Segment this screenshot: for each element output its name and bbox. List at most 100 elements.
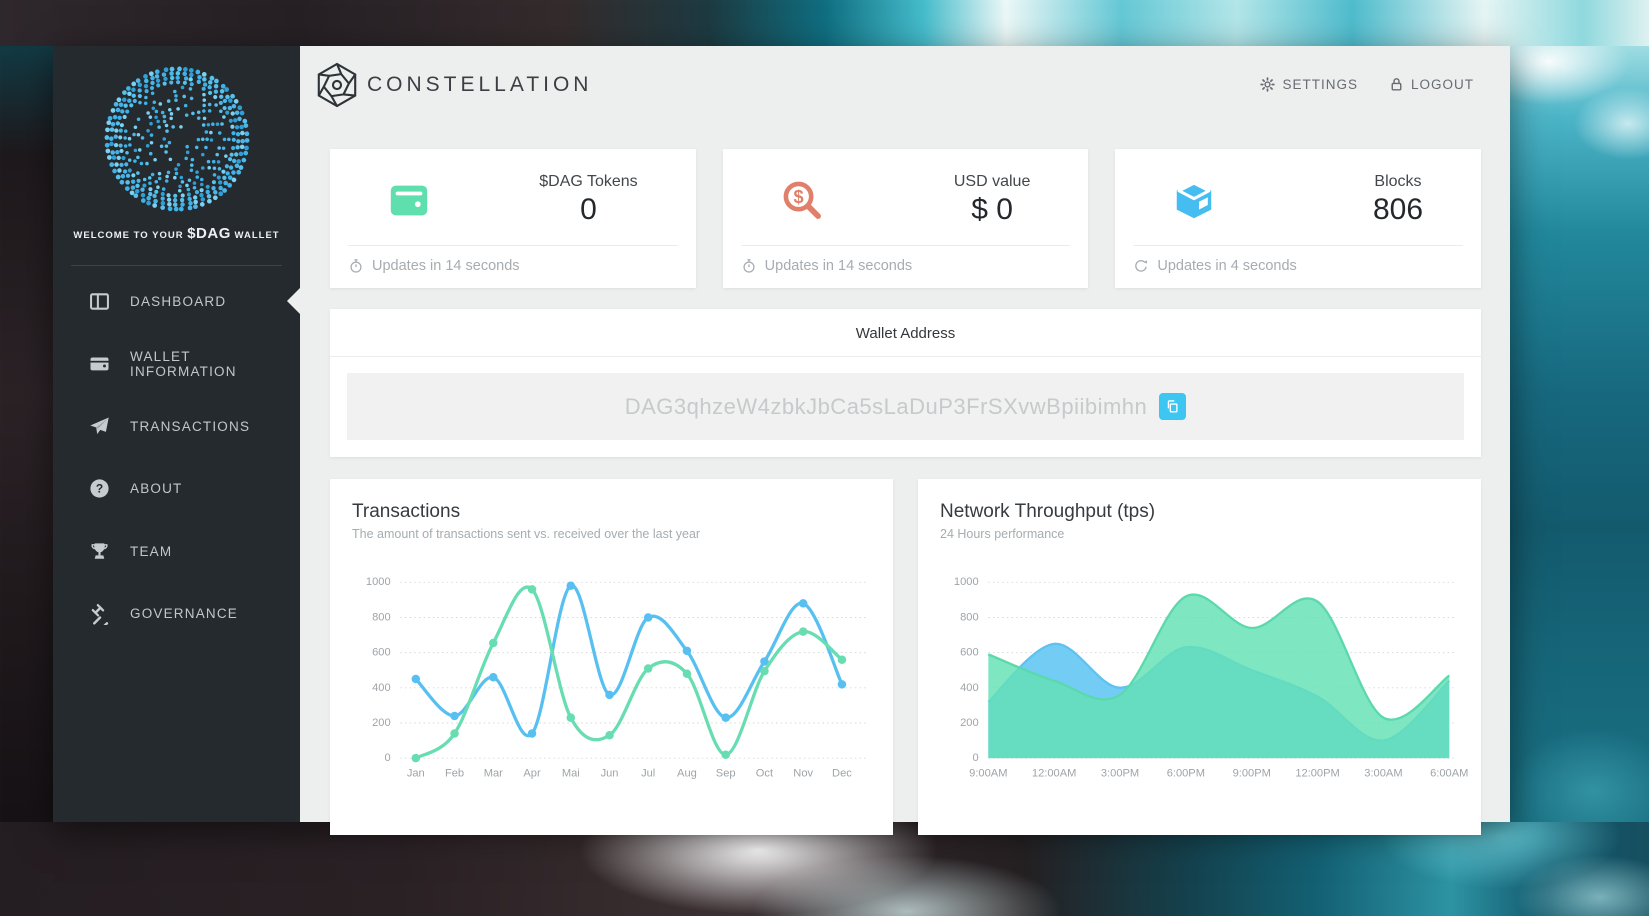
svg-text:3:00PM: 3:00PM (1101, 768, 1139, 780)
svg-text:200: 200 (960, 717, 979, 729)
copy-address-button[interactable] (1159, 393, 1187, 420)
stopwatch-icon (741, 258, 757, 274)
svg-text:9:00PM: 9:00PM (1233, 768, 1271, 780)
paper-plane-icon (88, 415, 111, 438)
sidebar: WELCOME TO YOUR $DAG WALLET DASHBOARD WA… (53, 46, 300, 822)
svg-text:Jan: Jan (407, 768, 425, 780)
sidebar-item-transactions[interactable]: TRANSACTIONS (53, 395, 300, 458)
photo-backdrop-top (0, 0, 1649, 46)
update-status: Updates in 4 seconds (1115, 246, 1481, 288)
svg-text:$: $ (793, 187, 803, 207)
svg-text:Jul: Jul (641, 768, 655, 780)
update-status-text: Updates in 14 seconds (764, 258, 913, 274)
wallet-icon (88, 352, 111, 375)
stat-value: 806 (1372, 193, 1424, 226)
chart-subtitle: The amount of transactions sent vs. rece… (352, 527, 701, 541)
settings-button[interactable]: SETTINGS (1259, 76, 1358, 93)
active-indicator (287, 288, 300, 315)
svg-text:800: 800 (372, 611, 391, 623)
sidebar-item-label: TRANSACTIONS (130, 418, 251, 434)
update-status: Updates in 14 seconds (723, 246, 1089, 288)
svg-text:400: 400 (960, 682, 979, 694)
sidebar-item-label: GOVERNANCE (130, 606, 239, 622)
card-divider (1133, 245, 1464, 246)
gavel-icon (88, 602, 111, 626)
chart-subtitle: 24 Hours performance (940, 527, 1065, 541)
update-status-text: Updates in 14 seconds (372, 258, 520, 274)
wallet-icon (386, 177, 432, 223)
constellation-logo-icon (314, 62, 360, 108)
sidebar-item-team[interactable]: TEAM (53, 520, 300, 583)
welcome-post: WALLET (234, 230, 280, 241)
svg-text:Jun: Jun (601, 768, 619, 780)
chart-title: Network Throughput (tps) (940, 501, 1156, 522)
stat-label: Blocks (1374, 173, 1422, 190)
wallet-address-box: DAG3qhzeW4zbkJbCa5sLaDuP3FrSXvwBpiibimhn (347, 373, 1464, 440)
dashboard-content: $DAG Tokens 0 Updates in 14 seconds $ (300, 123, 1510, 835)
svg-text:12:00AM: 12:00AM (1032, 768, 1076, 780)
sidebar-item-about[interactable]: ? ABOUT (53, 458, 300, 521)
svg-text:6:00PM: 6:00PM (1167, 768, 1205, 780)
sidebar-item-dashboard[interactable]: DASHBOARD (53, 270, 300, 333)
sidebar-item-label: ABOUT (130, 481, 183, 497)
sidebar-item-label: DASHBOARD (130, 293, 227, 309)
stat-card-usd-value: $ USD value $ 0 Updates in 14 seconds (722, 149, 1089, 288)
wallet-address-card: Wallet Address DAG3qhzeW4zbkJbCa5sLaDuP3… (330, 309, 1481, 457)
brand-title: CONSTELLATION (367, 72, 593, 96)
cube-icon (1171, 177, 1217, 223)
sidebar-menu: DASHBOARD WALLET INFORMATION TRANSACTION… (53, 270, 300, 645)
card-divider (348, 245, 678, 246)
sync-icon (1133, 258, 1149, 274)
settings-label: SETTINGS (1282, 77, 1358, 92)
dag-dot-sphere-logo (53, 46, 300, 218)
svg-text:9:00AM: 9:00AM (969, 768, 1007, 780)
question-circle-icon: ? (88, 477, 111, 500)
welcome-text: WELCOME TO YOUR $DAG WALLET (53, 225, 300, 242)
welcome-token: $DAG (187, 225, 231, 242)
card-divider (740, 245, 1071, 246)
app-window: WELCOME TO YOUR $DAG WALLET DASHBOARD WA… (53, 46, 1510, 835)
stat-value: 0 (580, 193, 597, 226)
chart-title: Transactions (352, 501, 461, 522)
wallet-address-title: Wallet Address (855, 325, 956, 342)
transactions-chart-card: Transactions The amount of transactions … (330, 479, 893, 835)
svg-text:3:00AM: 3:00AM (1364, 768, 1402, 780)
svg-text:Dec: Dec (832, 768, 852, 780)
throughput-chart-card: Network Throughput (tps) 24 Hours perfor… (918, 479, 1481, 835)
update-status: Updates in 14 seconds (330, 246, 696, 288)
dashboard-icon (88, 290, 111, 313)
sidebar-item-label: TEAM (130, 543, 173, 559)
svg-text:Oct: Oct (756, 768, 773, 780)
svg-text:?: ? (96, 482, 103, 496)
svg-text:200: 200 (372, 717, 391, 729)
sidebar-item-governance[interactable]: GOVERNANCE (53, 583, 300, 646)
throughput-chart: 0 200 400 600 800 1000 9:00AM 12:00AM 3:00PM 6:00… (940, 557, 1468, 797)
svg-text:0: 0 (384, 752, 390, 764)
search-dollar-icon: $ (779, 177, 825, 223)
svg-text:Nov: Nov (793, 768, 813, 780)
logout-button[interactable]: LOGOUT (1388, 76, 1474, 93)
sidebar-item-wallet-information[interactable]: WALLET INFORMATION (53, 333, 300, 396)
sidebar-divider (71, 265, 282, 266)
svg-text:Mar: Mar (484, 768, 503, 780)
stat-label: USD value (953, 173, 1031, 190)
stopwatch-icon (348, 258, 364, 274)
copy-icon (1165, 399, 1180, 414)
welcome-pre: WELCOME TO YOUR (73, 230, 184, 241)
card-divider (330, 356, 1481, 357)
brand: CONSTELLATION (314, 62, 592, 108)
sidebar-item-label: WALLET INFORMATION (130, 348, 237, 379)
svg-text:6:00AM: 6:00AM (1430, 768, 1468, 780)
svg-text:Aug: Aug (677, 768, 697, 780)
transactions-chart: 0 200 400 600 800 1000 Jan Feb Mar Apr Mai Jun Jul Au… (352, 557, 869, 797)
svg-text:1000: 1000 (954, 576, 979, 588)
trophy-icon (88, 540, 111, 563)
main-area: CONSTELLATION SETTINGS LOGOUT $DAG Token… (300, 46, 1510, 835)
svg-text:600: 600 (960, 647, 979, 659)
header: CONSTELLATION SETTINGS LOGOUT (300, 46, 1510, 123)
svg-text:1000: 1000 (366, 576, 391, 588)
logout-label: LOGOUT (1410, 77, 1474, 92)
stat-card-dag-tokens: $DAG Tokens 0 Updates in 14 seconds (330, 149, 696, 288)
stat-label: $DAG Tokens (539, 173, 638, 190)
stat-card-blocks: Blocks 806 Updates in 4 seconds (1115, 149, 1482, 288)
